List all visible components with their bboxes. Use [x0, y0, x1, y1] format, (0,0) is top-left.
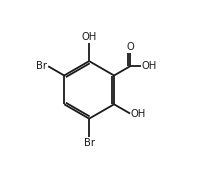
- Text: OH: OH: [142, 61, 157, 71]
- Text: Br: Br: [84, 138, 95, 148]
- Text: OH: OH: [131, 109, 146, 119]
- Text: OH: OH: [82, 32, 97, 41]
- Text: Br: Br: [36, 61, 47, 71]
- Text: O: O: [126, 42, 134, 52]
